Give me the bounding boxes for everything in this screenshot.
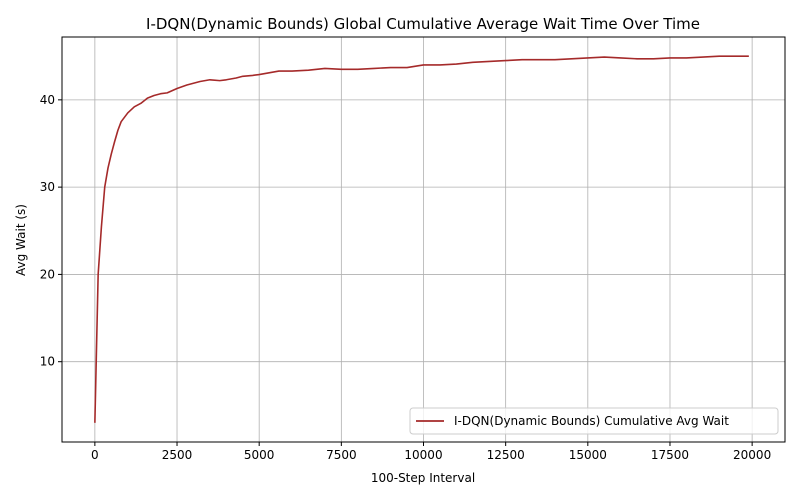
legend-box	[409, 407, 779, 435]
x-axis: 0 2500 5000 7500 10000 12500 15000 17500 20000	[91, 442, 771, 462]
legend-entry-label: I-DQN(Dynamic Bounds) Cumulative Avg Wai…	[454, 414, 729, 428]
x-tick-label: 7500	[326, 448, 357, 462]
chart-title: I-DQN(Dynamic Bounds) Global Cumulative …	[146, 15, 700, 33]
y-axis-label: Avg Wait (s)	[14, 204, 28, 276]
series-layer	[94, 55, 749, 423]
x-tick-label: 20000	[733, 448, 771, 462]
x-tick-label: 5000	[244, 448, 275, 462]
y-tick-label: 20	[40, 267, 55, 281]
x-tick-label: 15000	[569, 448, 607, 462]
x-tick-label: 17500	[651, 448, 689, 462]
x-axis-label: 100-Step Interval	[371, 471, 475, 485]
y-tick-label: 10	[40, 355, 55, 369]
y-tick-label: 40	[40, 93, 55, 107]
x-tick-label: 12500	[487, 448, 525, 462]
x-tick-label: 2500	[162, 448, 193, 462]
grid	[62, 37, 785, 442]
legend: I-DQN(Dynamic Bounds) Cumulative Avg Wai…	[409, 407, 779, 435]
y-tick-label: 30	[40, 180, 55, 194]
x-tick-label: 10000	[404, 448, 442, 462]
x-tick-label: 0	[91, 448, 99, 462]
series-line-0	[94, 55, 749, 423]
y-axis: 10 20 30 40	[40, 93, 62, 369]
